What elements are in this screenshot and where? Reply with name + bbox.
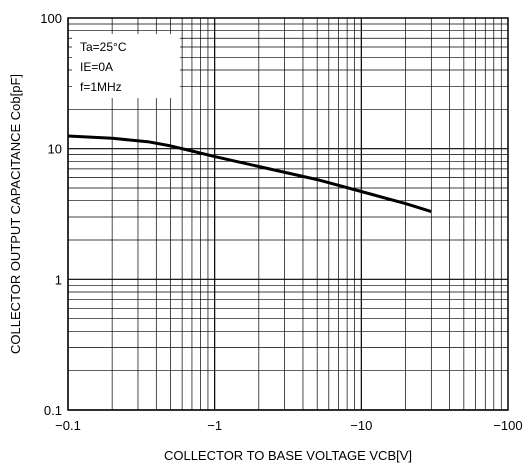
x-tick-label: −1 bbox=[207, 418, 222, 433]
plot-frame bbox=[67, 17, 509, 411]
x-tick-label: −100 bbox=[493, 418, 522, 433]
x-tick-label: −10 bbox=[350, 418, 372, 433]
y-axis-label: COLLECTOR OUTPUT CAPACITANCE Cob[pF] bbox=[8, 74, 23, 354]
annotation-temperature: Ta=25°C bbox=[80, 40, 127, 54]
conditions-box bbox=[72, 34, 180, 98]
y-tick-label: 1 bbox=[55, 272, 62, 287]
series-line bbox=[67, 134, 432, 214]
annotation-emitter-current: IE=0A bbox=[80, 60, 113, 74]
grid bbox=[67, 18, 508, 411]
y-tick-label: 100 bbox=[40, 11, 62, 26]
y-tick-label: 10 bbox=[48, 142, 62, 157]
tick-labels: −0.1 −1 −10 −100 0.1 1 10 100 bbox=[40, 11, 522, 433]
annotation-frequency: f=1MHz bbox=[80, 80, 122, 94]
conditions-legend: Ta=25°C IE=0A f=1MHz bbox=[72, 34, 180, 98]
y-tick-label: 0.1 bbox=[44, 403, 62, 418]
x-axis-label: COLLECTOR TO BASE VOLTAGE VCB[V] bbox=[164, 448, 412, 463]
x-tick-label: −0.1 bbox=[55, 418, 81, 433]
